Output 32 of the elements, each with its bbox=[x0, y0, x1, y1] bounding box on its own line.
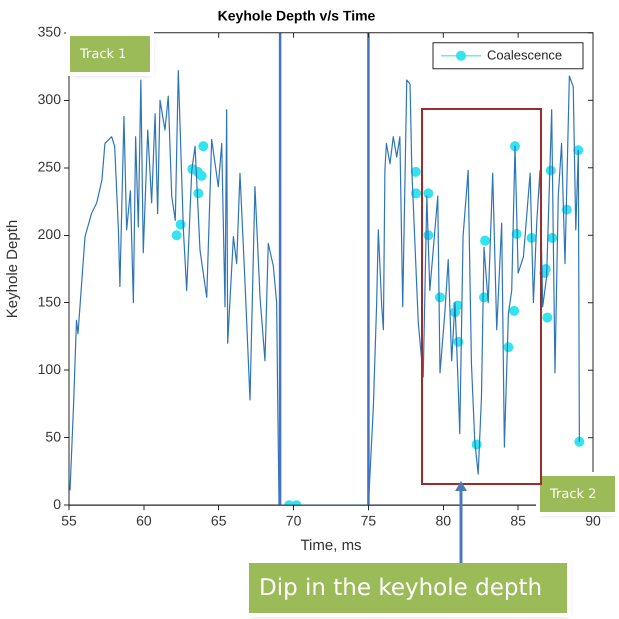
point bbox=[423, 188, 434, 198]
y-tick-label: 200 bbox=[38, 226, 62, 242]
x-tick-label: 75 bbox=[360, 512, 376, 528]
legend-label: Coalescence bbox=[487, 47, 562, 62]
point bbox=[509, 306, 520, 316]
y-axis-title: Keyhole Depth bbox=[4, 220, 22, 318]
x-axis-title: Time, ms bbox=[300, 537, 362, 554]
x-tick-label: 65 bbox=[210, 512, 227, 528]
annotation: Track 2 bbox=[540, 476, 615, 512]
y-tick-label: 50 bbox=[45, 428, 62, 445]
y-tick-label: 350 bbox=[38, 24, 62, 40]
point bbox=[542, 312, 552, 323]
text: Dip in the keyhole depth bbox=[249, 563, 567, 613]
y-tick-label: 0 bbox=[53, 496, 62, 512]
x-tick-label: 70 bbox=[286, 512, 302, 528]
point bbox=[510, 141, 520, 152]
point bbox=[198, 141, 208, 152]
x-tick-label: 80 bbox=[435, 512, 452, 528]
x-tick-label: 60 bbox=[136, 512, 152, 528]
point bbox=[196, 170, 207, 181]
point bbox=[480, 236, 490, 246]
y-tick-label: 250 bbox=[38, 158, 62, 175]
x-tick-label: 90 bbox=[585, 512, 601, 528]
point bbox=[172, 230, 182, 240]
y-tick-label: 100 bbox=[38, 361, 62, 378]
x-tick-label: 85 bbox=[510, 512, 526, 528]
y-tick-label: 300 bbox=[38, 91, 62, 108]
chart-title: Keyhole Depth v/s Time bbox=[218, 7, 376, 24]
point bbox=[574, 436, 584, 447]
x-tick-label: 55 bbox=[61, 512, 77, 528]
y-tick-label: 150 bbox=[38, 294, 62, 310]
annotation: Track 1 bbox=[70, 36, 150, 72]
